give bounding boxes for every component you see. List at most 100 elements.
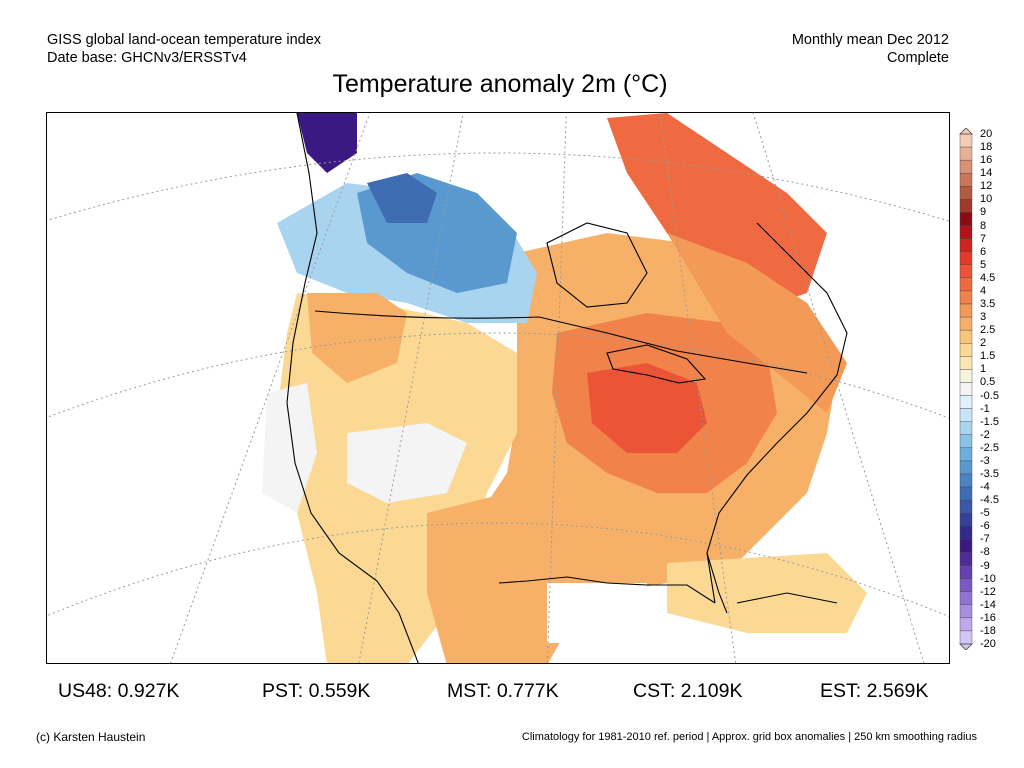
coastline-west (286, 113, 419, 663)
status-label: Complete (886, 50, 949, 66)
stat-cst: CST: 2.109K (633, 680, 743, 702)
coastline-east (706, 222, 848, 604)
colorbar-label: -4.5 (980, 494, 999, 507)
colorbar-box (959, 225, 973, 239)
usa-canada-border (314, 310, 808, 374)
colorbar-label: -0.5 (980, 389, 999, 402)
colorbar-label: 14 (980, 167, 993, 180)
hudson-bay-coast (546, 222, 648, 308)
cuba (736, 592, 838, 604)
colorbar-label: 18 (980, 141, 993, 154)
colorbar-box (959, 146, 973, 161)
colorbar-box (959, 303, 973, 318)
header-right: Monthly mean Dec 2012 Complete (792, 31, 949, 67)
colorbar-box (959, 369, 973, 383)
colorbar-box (959, 630, 973, 645)
map-frame (46, 112, 950, 664)
colorbar-box (959, 173, 973, 187)
copyright: (c) Karsten Haustein (36, 730, 146, 744)
colorbar-box (959, 486, 973, 501)
anomaly-fields (262, 113, 867, 663)
colorbar-label: -9 (980, 559, 990, 572)
colorbar-bottom-triangle (959, 643, 973, 650)
stat-mst: MST: 0.777K (447, 680, 559, 702)
colorbar-label: -16 (980, 611, 996, 624)
anomaly-field-pacific-coast-neutral (262, 383, 317, 513)
colorbar-box (959, 552, 973, 566)
colorbar-label: 20 (980, 128, 993, 140)
colorbar-box (959, 199, 973, 213)
colorbar-label: -10 (980, 572, 996, 585)
colorbar-label: -2.5 (980, 441, 999, 454)
colorbar-box (959, 343, 973, 357)
colorbar-box (959, 356, 973, 370)
colorbar-label: -7 (980, 533, 990, 546)
colorbar-box (959, 395, 973, 409)
colorbar-box (959, 186, 973, 200)
colorbar-box (959, 617, 973, 632)
stat-pst: PST: 0.559K (262, 680, 371, 702)
colorbar-label: 5 (980, 258, 987, 271)
colorbar-label: -5 (980, 507, 990, 520)
colorbar-box (959, 473, 973, 488)
colorbar-label: -4 (980, 481, 990, 494)
anomaly-field-caribbean-yellow (667, 553, 867, 633)
colorbar-box (959, 513, 973, 527)
colorbar-label: -6 (980, 520, 990, 533)
colorbar-box (959, 133, 973, 148)
colorbar-label: 16 (980, 154, 993, 167)
anomaly-map (47, 113, 949, 663)
colorbar-box (959, 408, 973, 422)
great-lakes (606, 344, 707, 384)
colorbar-box (959, 329, 973, 344)
colorbar-box (959, 290, 973, 305)
colorbar-label: -20 (980, 638, 996, 650)
colorbar-box (959, 604, 973, 619)
graticule (47, 113, 949, 663)
colorbar-box (959, 382, 973, 396)
map-title: Temperature anomaly 2m (°C) (332, 70, 668, 98)
colorbar-label: -2 (980, 428, 990, 441)
anomaly-field-northwest-darkblue (367, 173, 437, 223)
colorbar-label: 4.5 (980, 271, 996, 284)
anomaly-field-mexico-orange (427, 493, 577, 663)
anomaly-field-great-basin-neutral (347, 423, 467, 503)
colorbar-label: 3.5 (980, 298, 996, 310)
colorbar-label: 7 (980, 232, 987, 245)
anomaly-field-labrador (667, 233, 847, 413)
anomaly-field-alaska-purple (297, 113, 357, 173)
colorbar-label: -12 (980, 585, 996, 598)
colorbar-box (959, 539, 973, 553)
colorbar-box (959, 447, 973, 462)
anomaly-field-gulf-blank (547, 583, 647, 643)
boundaries (286, 113, 848, 663)
colorbar-box (959, 578, 973, 592)
colorbar-box (959, 434, 973, 449)
colorbar-label: 4 (980, 284, 987, 297)
colorbar-label: 3 (980, 311, 987, 324)
colorbar-label: 2 (980, 337, 987, 350)
database-label: Date base: GHCNv3/ERSSTv4 (47, 50, 247, 66)
colorbar-box (959, 159, 973, 174)
colorbar-box (959, 460, 973, 475)
dataset-title: GISS global land-ocean temperature index (47, 32, 322, 48)
header-left: GISS global land-ocean temperature index… (47, 31, 321, 67)
coastline-gulf (498, 576, 716, 604)
colorbar-box (959, 591, 973, 605)
colorbar-label: 1 (980, 363, 987, 376)
period-label: Monthly mean Dec 2012 (791, 32, 949, 48)
colorbar-box (959, 238, 973, 252)
colorbar-box (959, 565, 973, 579)
colorbar-box (959, 264, 973, 279)
colorbar-box (959, 251, 973, 265)
anomaly-field-northeast-canada (607, 113, 827, 313)
colorbar-label: 1.5 (980, 350, 996, 363)
colorbar-boxes (959, 133, 973, 645)
colorbar-top-triangle (959, 128, 973, 135)
colorbar-label: -3.5 (980, 468, 999, 480)
colorbar-label: 9 (980, 206, 987, 219)
colorbar-label: -1 (980, 402, 990, 415)
florida (706, 552, 728, 614)
colorbar-label: 10 (980, 193, 993, 206)
anomaly-field-east-red (587, 363, 707, 453)
